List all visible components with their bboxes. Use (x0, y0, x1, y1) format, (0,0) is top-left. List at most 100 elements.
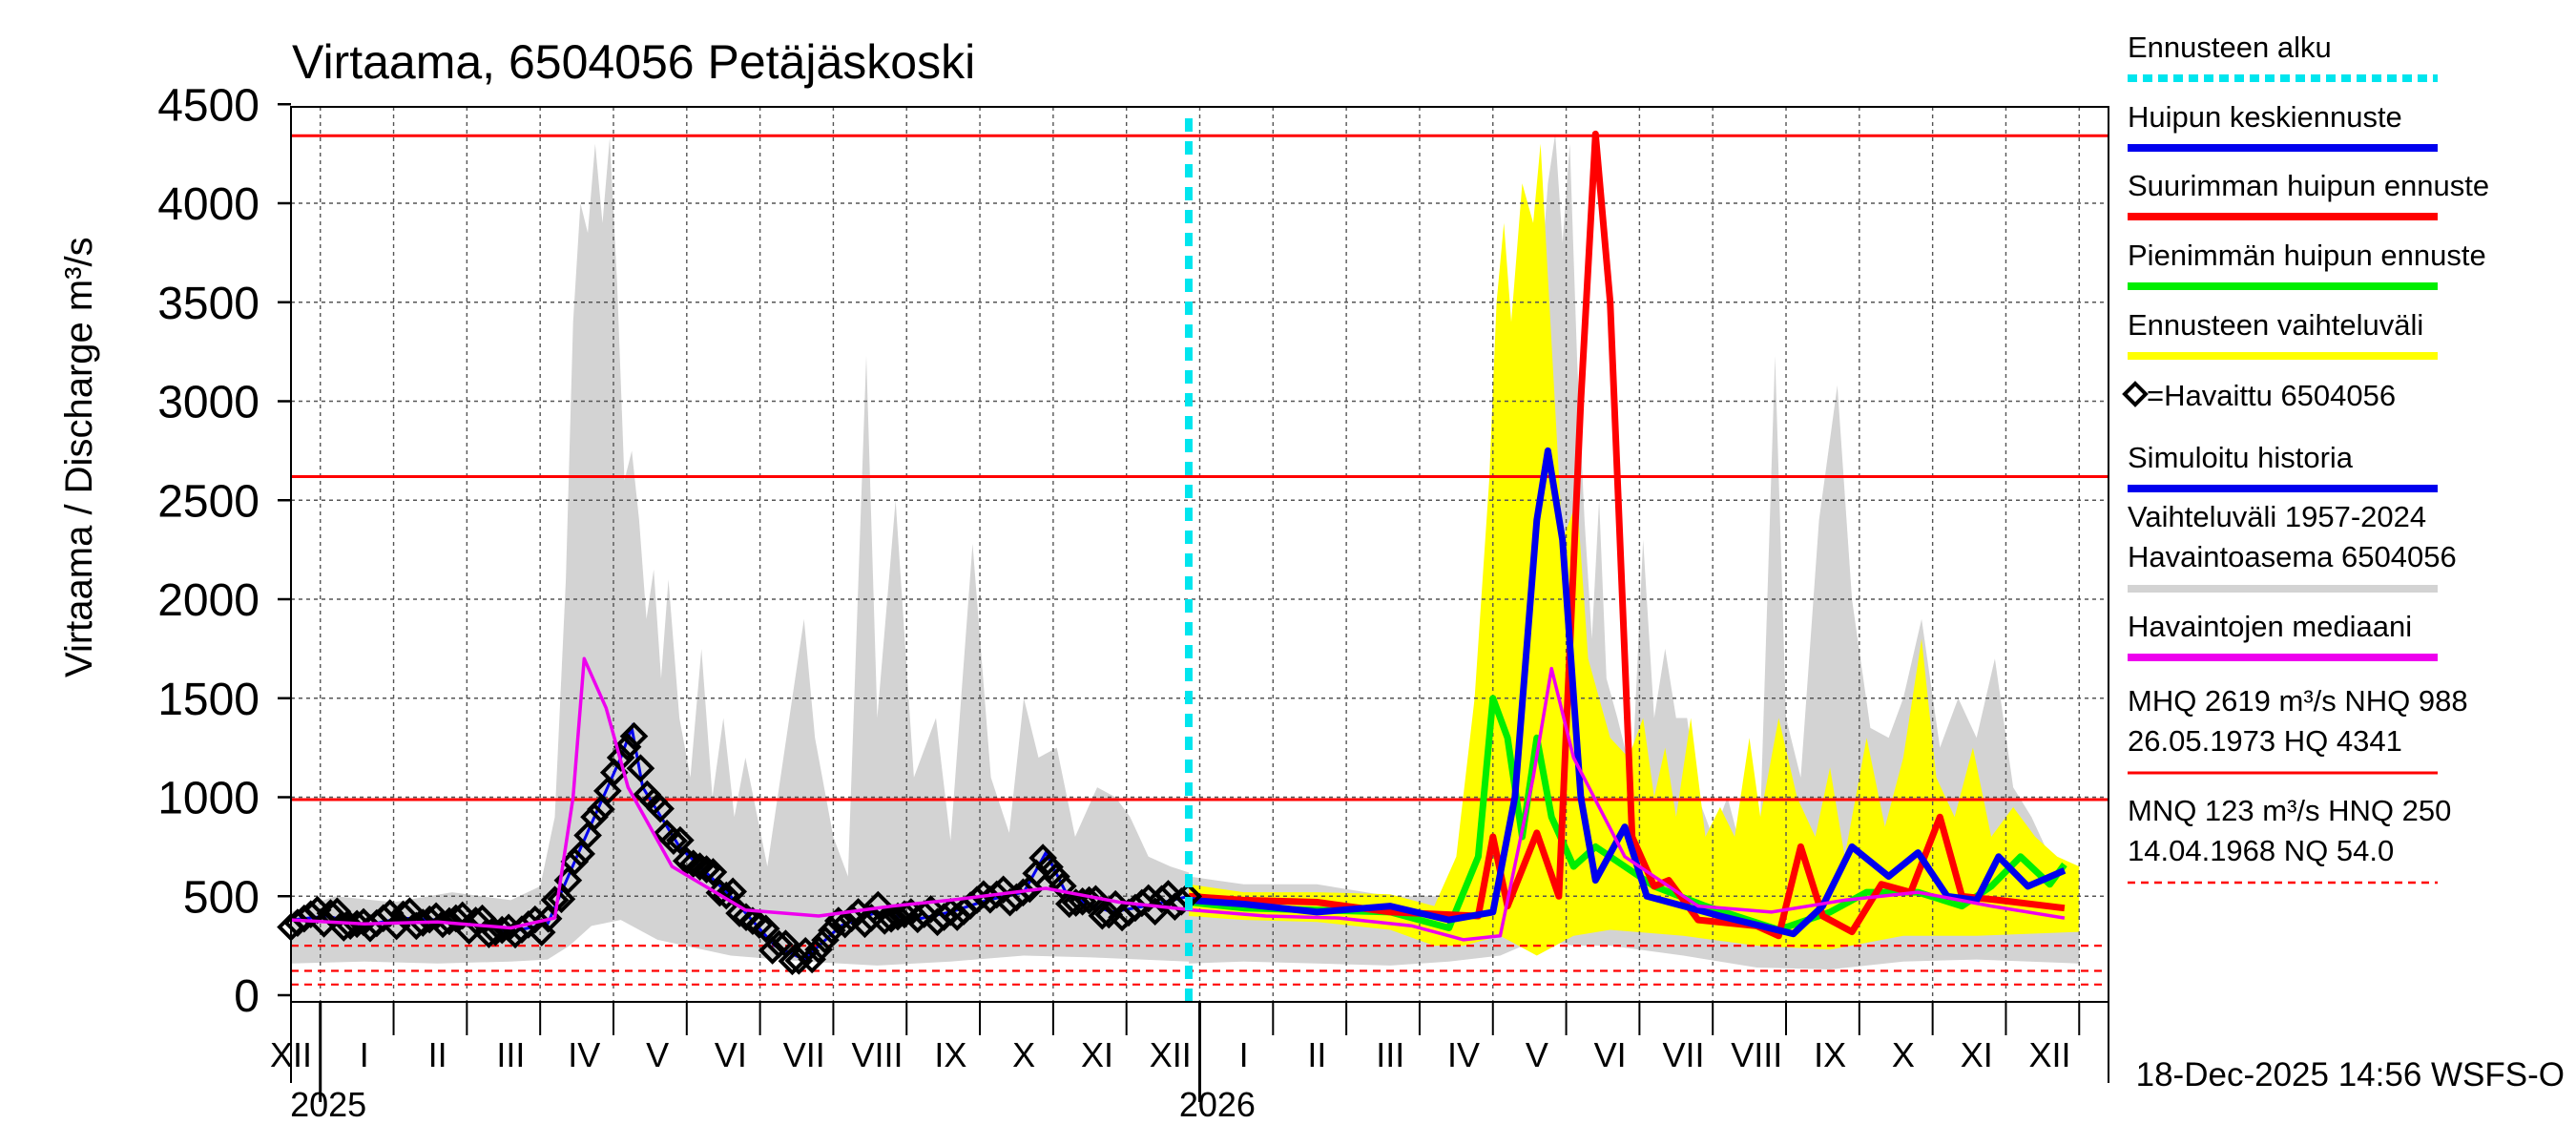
observed-marker (1042, 862, 1070, 891)
observed-marker (1147, 885, 1176, 914)
month-label: XII (2029, 1035, 2071, 1074)
observed-marker (587, 795, 615, 823)
month-label: I (360, 1035, 369, 1074)
observed-marker (428, 909, 457, 939)
month-label: IX (1814, 1035, 1846, 1074)
observed-marker (870, 906, 900, 935)
y-tick-label: 3000 (157, 378, 260, 428)
observed-marker (712, 881, 741, 910)
observed-marker (520, 905, 550, 934)
y-tick-label: 1500 (157, 675, 260, 725)
observed-marker (461, 906, 490, 935)
observed-marker (580, 802, 609, 832)
month-label: IV (1447, 1035, 1480, 1074)
observed-marker (988, 875, 1018, 905)
observed-marker (1153, 880, 1183, 908)
observed-marker (573, 821, 602, 850)
month-label: V (1526, 1035, 1548, 1074)
chart-title: Virtaama, 6504056 Petäjäskoski (292, 35, 975, 89)
legend: Ennusteen alku Huipun keskiennuste Suurimm… (2122, 31, 2489, 885)
legend-label: MNQ 123 m³/s HNQ 250 (2128, 794, 2451, 827)
series-pienimmän-huipun-ennuste (1188, 695, 2067, 933)
month-label: VII (783, 1035, 825, 1074)
observed-marker (909, 900, 939, 928)
legend-label: Pienimmän huipun ennuste (2128, 239, 2486, 272)
observed-marker (732, 903, 760, 931)
y-tick-label: 3500 (157, 279, 260, 329)
legend-label: Huipun keskiennuste (2128, 100, 2402, 134)
observed-marker (804, 935, 833, 965)
legend-label-line2: Havaintoasema 6504056 (2128, 540, 2457, 573)
observed-marker (474, 920, 504, 948)
y-tick-label: 0 (234, 971, 260, 1022)
legend-label: Simuloitu historia (2128, 441, 2354, 474)
series-suurimman-huipun-ennuste (1188, 130, 2066, 940)
month-label: XII (270, 1035, 312, 1074)
observed-marker (758, 936, 787, 965)
observed-marker (619, 721, 649, 751)
observed-marker (685, 852, 715, 881)
month-label: IV (568, 1035, 600, 1074)
observed-marker (560, 847, 590, 876)
observed-marker (666, 825, 695, 855)
observed-marker (593, 777, 622, 805)
legend-label: Ennusteen vaihteluväli (2128, 308, 2423, 342)
legend-label: MHQ 2619 m³/s NHQ 988 (2128, 684, 2468, 718)
observed-marker (916, 895, 945, 924)
month-label: II (1307, 1035, 1326, 1074)
y-axis-label: Virtaama / Discharge m³/s (58, 237, 100, 677)
month-label: VIII (1731, 1035, 1782, 1074)
observed-marker (646, 794, 675, 823)
observed-marker (678, 849, 708, 879)
month-label: III (496, 1035, 525, 1074)
observed-marker (745, 910, 774, 940)
year-label: 2025 (290, 1085, 366, 1124)
month-label: XII (1150, 1035, 1192, 1074)
month-label: VII (1662, 1035, 1704, 1074)
month-label: VI (1594, 1035, 1627, 1074)
legend-label: Vaihteluväli 1957-2024 (2128, 500, 2426, 533)
y-tick-label: 4000 (157, 179, 260, 230)
observed-marker (408, 908, 438, 937)
y-tick-label: 2000 (157, 575, 260, 626)
observed-marker (692, 855, 721, 884)
observed-marker (751, 914, 780, 944)
month-label: IX (934, 1035, 966, 1074)
month-label: I (1239, 1035, 1249, 1074)
month-label: XI (1961, 1035, 1993, 1074)
month-label: VIII (852, 1035, 904, 1074)
month-label: XI (1081, 1035, 1113, 1074)
observed-marker (883, 902, 912, 931)
y-tick-label: 1000 (157, 774, 260, 824)
legend-label: Ennusteen alku (2128, 31, 2332, 64)
legend-label: =Havaittu 6504056 (2147, 379, 2396, 412)
observed-marker (698, 858, 728, 886)
month-label: VI (715, 1035, 747, 1074)
observed-marker (784, 947, 814, 975)
legend-marker-observed (2122, 381, 2149, 407)
observed-marker (982, 880, 1011, 909)
month-label: V (646, 1035, 669, 1074)
observed-marker (547, 885, 576, 914)
legend-label-line2: 14.04.1968 NQ 54.0 (2128, 834, 2394, 867)
legend-label: Havaintojen mediaani (2128, 610, 2412, 643)
observed-marker (613, 732, 642, 761)
observed-marker (738, 906, 767, 936)
history-range-band-2026 (1189, 134, 2080, 969)
observed-marker (567, 840, 596, 868)
legend-label: Suurimman huipun ennuste (2128, 169, 2489, 202)
observed-marker (659, 826, 688, 855)
observed-marker (672, 846, 701, 876)
observed-marker (877, 904, 905, 933)
observed-marker (1035, 852, 1064, 882)
observed-marker (811, 926, 840, 955)
observed-marker (435, 906, 464, 936)
series-havaintojen-mediaani (290, 656, 2066, 942)
y-tick-label: 500 (183, 872, 260, 923)
observed-marker (818, 916, 846, 945)
month-label: II (428, 1035, 447, 1074)
month-label: X (1892, 1035, 1915, 1074)
observed-marker (798, 945, 826, 974)
observed-marker (316, 899, 345, 927)
observed-marker (890, 900, 919, 929)
